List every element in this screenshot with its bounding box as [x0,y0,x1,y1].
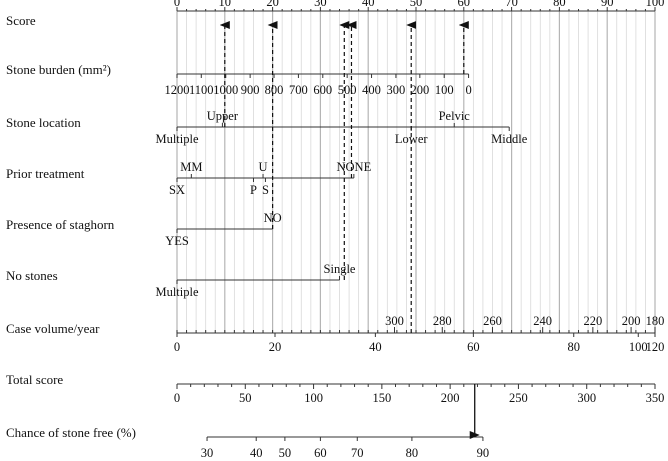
prior-treatment-level-label: SX [169,183,185,197]
score-tick-label: 70 [505,0,518,9]
case-volume-tick-label: 0 [174,340,180,354]
stone-burden-tick-label: 400 [362,83,381,97]
prior-treatment-level-label: MM [180,160,202,174]
staghorn-level-label: YES [165,234,189,248]
case-volume-tick-label: 300 [385,314,404,328]
case-volume-tick-label: 20 [269,340,282,354]
prior-treatment-axis-label: Prior treatment [6,166,85,181]
case-volume-tick-label: 280 [433,314,452,328]
probability-tick-label: 60 [314,446,327,460]
case-volume-tick-label: 100 [629,340,648,354]
score-tick-label: 90 [601,0,614,9]
stone-burden-tick-label: 1200 [165,83,190,97]
case-volume-tick-label: 200 [622,314,641,328]
patient-markers [219,21,480,439]
case-volume-tick-label: 60 [467,340,480,354]
score-tick-label: 10 [219,0,232,9]
stone-location-level-label: Multiple [155,132,199,146]
score-axis-label: Score [6,13,36,28]
stone-burden-tick-label: 200 [410,83,429,97]
no-stones-level-label: Single [324,262,356,276]
no-stones-axis-label: No stones [6,268,58,283]
prior-treatment-level-label: U [259,160,268,174]
total-score-axis-label: Total score [6,372,63,387]
total-score-tick-label: 350 [646,391,665,405]
score-tick-label: 20 [266,0,279,9]
total-score-tick-label: 50 [239,391,252,405]
stone-burden-tick-label: 600 [313,83,332,97]
stone-burden-tick-label: 500 [338,83,357,97]
axis-labels: Score 0 10 20 30 40 50 60 70 80 90 100 Stone burden … [6,0,664,460]
case-volume-axis-label: Case volume/year [6,321,100,336]
stone-burden-tick-label: 700 [289,83,308,97]
stone-burden-tick-label: 300 [387,83,406,97]
prior-treatment-level-label: S [262,183,269,197]
probability-tick-label: 50 [279,446,292,460]
total-score-tick-label: 250 [509,391,528,405]
probability-tick-label: 30 [201,446,214,460]
case-volume-tick-label: 240 [533,314,552,328]
total-score-tick-label: 0 [174,391,180,405]
total-score-tick-label: 300 [577,391,596,405]
total-score-tick-label: 150 [372,391,391,405]
score-tick-label: 60 [458,0,471,9]
no-stones-level-label: Multiple [155,285,199,299]
stone-burden-tick-label: 900 [241,83,260,97]
stone-location-level-label: Lower [395,132,428,146]
score-tick-label: 80 [553,0,566,9]
prior-treatment-level-label: NONE [337,160,372,174]
stone-location-level-label: Upper [207,109,239,123]
score-tick-label: 0 [174,0,180,9]
stone-location-level-label: Pelvic [439,109,471,123]
case-volume-tick-label: 220 [583,314,602,328]
stone-burden-tick-label: 1000 [213,83,238,97]
stone-burden-tick-label: 800 [265,83,284,97]
total-score-tick-label: 200 [441,391,460,405]
case-volume-tick-label: 180 [646,314,665,328]
prior-treatment-level-label: P [250,183,257,197]
stone-burden-tick-label: 1100 [189,83,214,97]
probability-axis-label: Chance of stone free (%) [6,425,136,440]
score-tick-label: 30 [314,0,327,9]
total-score-tick-label: 100 [304,391,323,405]
score-tick-label: 50 [410,0,423,9]
case-volume-tick-label: 120 [646,340,665,354]
stone-location-axis-label: Stone location [6,115,81,130]
stone-burden-axis-label: Stone burden (mm²) [6,62,111,77]
score-gridlines [176,11,656,333]
score-tick-label: 100 [646,0,665,9]
case-volume-tick-label: 40 [369,340,382,354]
score-tick-label: 40 [362,0,375,9]
probability-tick-label: 90 [477,446,490,460]
probability-tick-label: 70 [351,446,364,460]
stone-burden-tick-label: 100 [435,83,454,97]
probability-tick-label: 80 [406,446,419,460]
staghorn-axis-label: Presence of staghorn [6,217,115,232]
case-volume-tick-label: 260 [483,314,502,328]
axis-lines [176,7,656,441]
probability-tick-label: 40 [250,446,263,460]
stone-burden-tick-label: 0 [465,83,471,97]
stone-location-level-label: Middle [491,132,528,146]
case-volume-tick-label: 80 [567,340,580,354]
